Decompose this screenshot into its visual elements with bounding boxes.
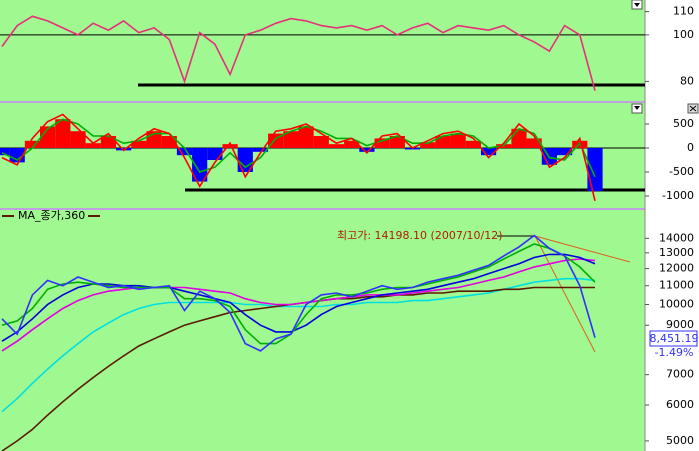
histogram-bar — [237, 147, 253, 172]
histogram-bar — [480, 147, 497, 156]
series-line — [1, 253, 596, 342]
last-value-box — [649, 330, 698, 347]
y-tick-label: 12000 — [659, 262, 694, 275]
histogram-bar — [313, 135, 329, 148]
change-label: -1.49% — [655, 346, 694, 359]
y-tick-label: 5000 — [666, 434, 694, 447]
histogram-bar — [24, 140, 41, 148]
histogram-bar — [131, 140, 147, 148]
histogram-bar — [283, 131, 299, 148]
y-tick-label: 500 — [673, 117, 694, 130]
y-tick-label: 14000 — [659, 231, 694, 244]
y-tick-label: 80 — [680, 74, 694, 87]
plot-background — [0, 0, 645, 451]
histogram-bar — [587, 147, 603, 192]
histogram-bar — [556, 147, 573, 156]
trend-line — [534, 235, 631, 263]
histogram-bar — [526, 138, 542, 148]
y-tick-label: 10000 — [659, 297, 694, 310]
axis-background — [645, 0, 699, 451]
y-tick-label: -1000 — [662, 189, 694, 202]
histogram-bar — [420, 142, 436, 148]
series-line — [1, 234, 596, 352]
y-tick-label: 9000 — [666, 318, 694, 331]
y-tick-label: 0 — [687, 141, 694, 154]
y-tick-label: 100 — [673, 28, 694, 41]
histogram-bar — [298, 126, 314, 148]
histogram-bar — [207, 147, 223, 160]
y-tick-label: 11000 — [659, 279, 694, 292]
histogram-bar — [55, 119, 71, 148]
series-line — [1, 113, 596, 201]
series-line — [1, 258, 596, 352]
histogram-bar — [328, 144, 345, 148]
histogram-bar — [450, 133, 466, 148]
histogram-bar — [100, 135, 117, 148]
histogram-bar — [0, 147, 10, 156]
panel-button[interactable] — [631, 103, 643, 114]
series-line — [1, 277, 596, 413]
y-tick-label: 13000 — [659, 246, 694, 259]
histogram-bar — [374, 138, 390, 148]
legend-label: MA_종가,360 — [18, 209, 85, 222]
histogram-bar — [359, 147, 375, 152]
peak-annotation: 최고가: 14198.10 (2007/10/12) — [337, 229, 503, 242]
y-tick-label: -500 — [669, 165, 694, 178]
histogram-bar — [161, 135, 177, 148]
histogram-bar — [176, 147, 193, 156]
histogram-bar — [465, 140, 481, 148]
histogram-bar — [252, 147, 269, 152]
histogram-bar — [116, 147, 132, 151]
panel-close[interactable] — [687, 103, 699, 114]
series-line — [1, 118, 596, 178]
panel-button[interactable] — [631, 0, 643, 10]
histogram-bar — [222, 144, 238, 148]
histogram-bar — [389, 135, 405, 148]
y-tick-label: 110 — [673, 5, 694, 18]
y-tick-label: 6000 — [666, 398, 694, 411]
histogram-bar — [435, 135, 451, 148]
y-tick-label: 7000 — [666, 368, 694, 381]
last-value-label: 8,451.19 — [650, 332, 699, 345]
histogram-bar — [192, 147, 208, 182]
histogram-bar — [40, 126, 56, 148]
series-line — [1, 15, 596, 91]
histogram-bar — [344, 140, 360, 148]
histogram-bar — [85, 143, 101, 148]
histogram-bar — [70, 131, 86, 148]
